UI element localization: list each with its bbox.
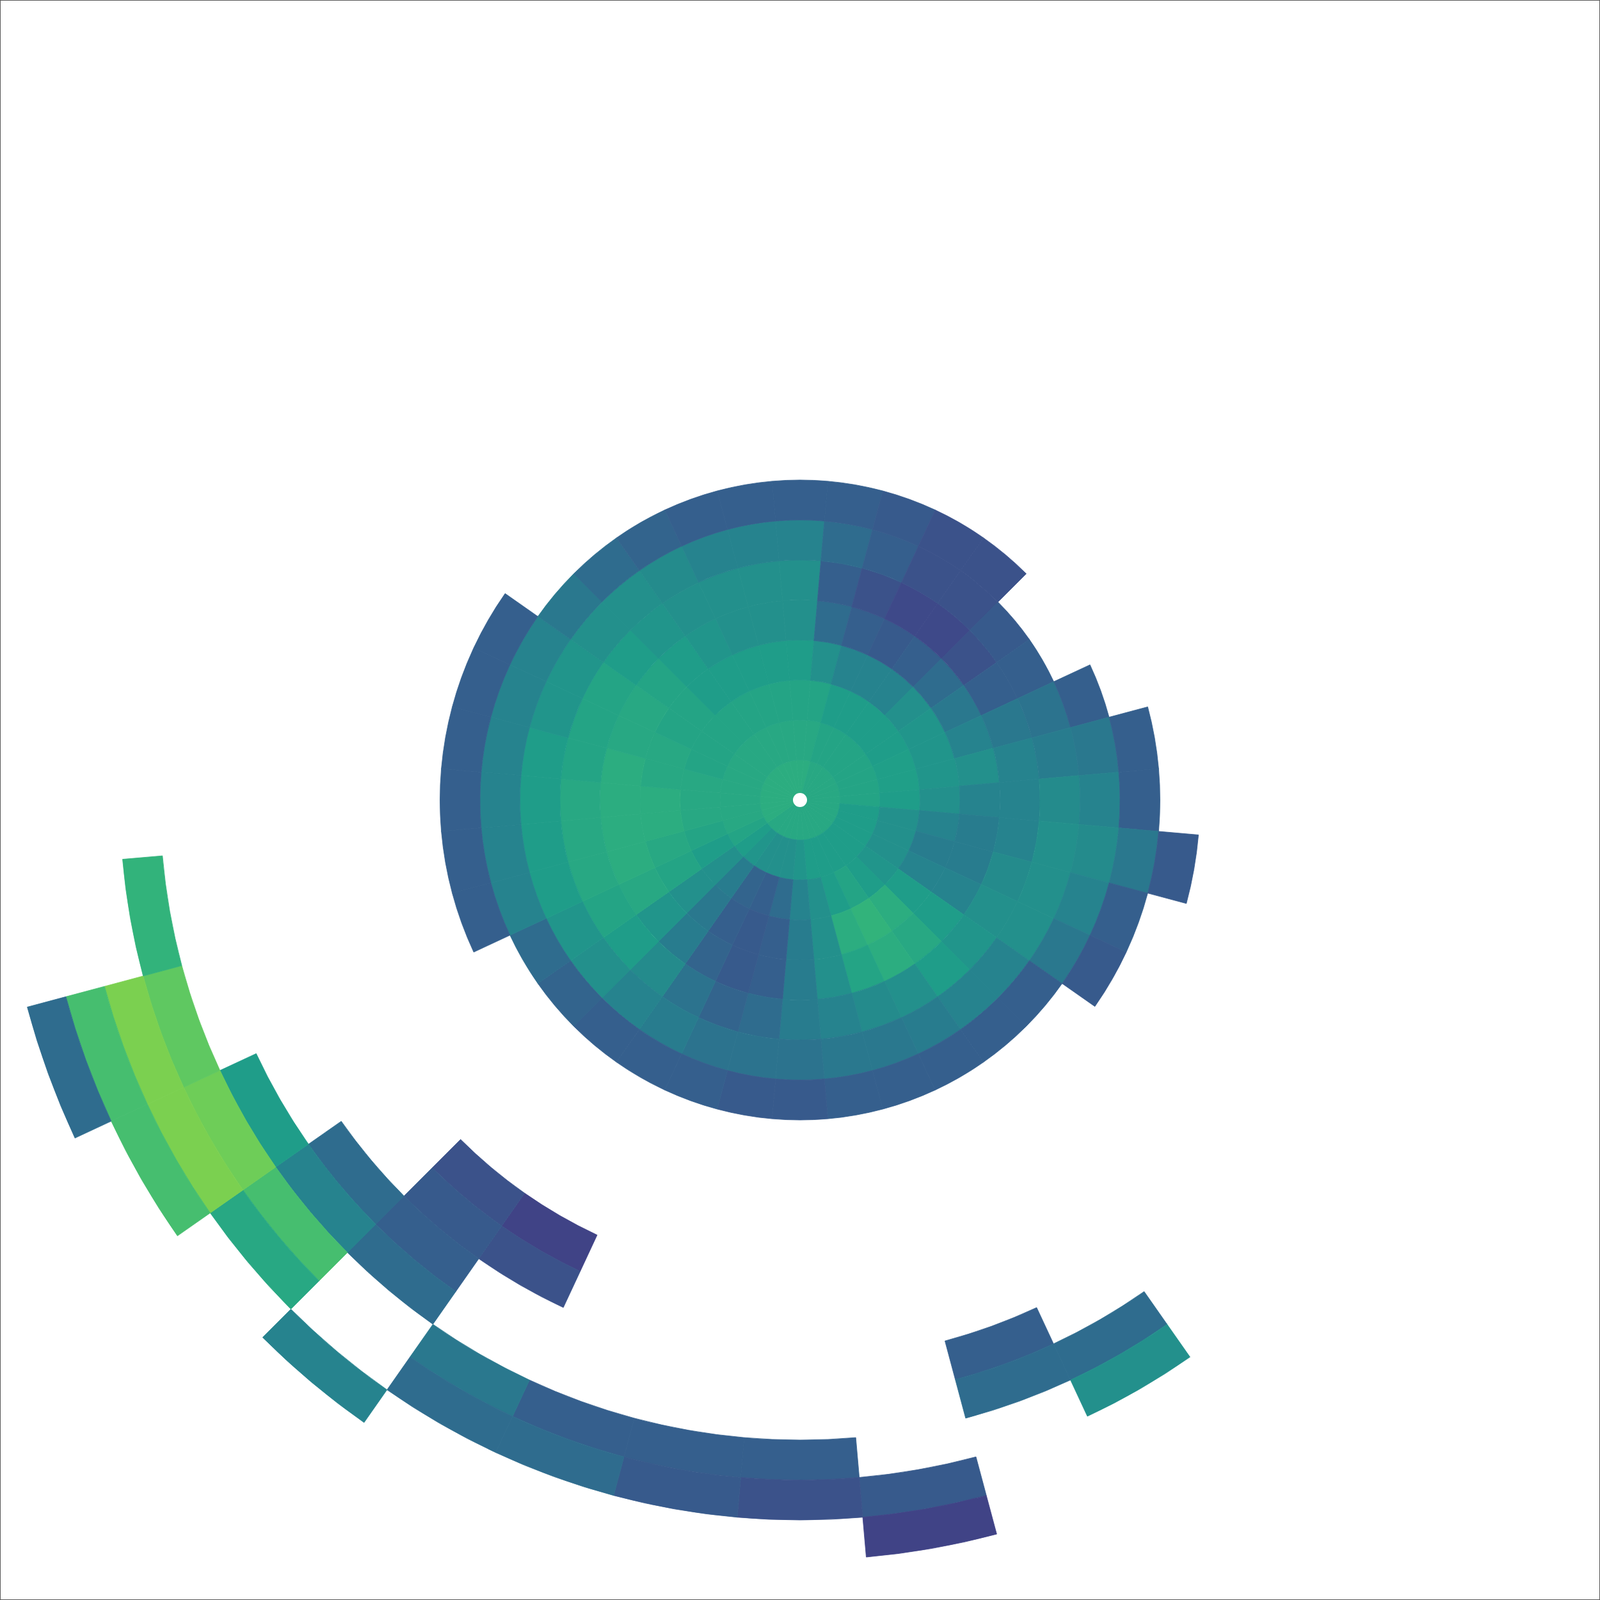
radar-cell <box>999 778 1040 821</box>
radar-cell <box>441 706 491 772</box>
radar-cell <box>959 782 1000 818</box>
radar-cell <box>122 855 183 976</box>
radar-cell <box>785 919 815 960</box>
radar-cell <box>821 1031 873 1080</box>
radar-cell <box>954 748 1000 786</box>
radar-cell <box>1054 664 1110 728</box>
radar-cell <box>758 640 790 685</box>
radar-cell <box>452 882 511 952</box>
radar-cell <box>1109 706 1159 772</box>
radar-cell <box>779 720 797 761</box>
radar-cell <box>810 915 841 960</box>
radar-cell <box>785 640 815 681</box>
radar-cell <box>814 954 852 1000</box>
cells <box>27 480 1199 1558</box>
radar-cell <box>640 810 685 841</box>
radar-cell <box>480 771 521 828</box>
radar-cell <box>600 814 646 852</box>
radar-cell <box>955 1344 1071 1419</box>
radar-cell <box>727 520 780 569</box>
radar-cell <box>473 593 538 665</box>
radar-cell <box>664 490 728 546</box>
radar-cell <box>27 996 112 1138</box>
radar-cell <box>613 1456 742 1517</box>
radar-cell <box>347 1224 456 1325</box>
radar-cell <box>1118 768 1160 832</box>
frame <box>0 0 1600 1600</box>
radar-cell <box>817 993 863 1040</box>
radar-cell <box>441 828 491 894</box>
radar-cell <box>993 737 1040 783</box>
radar-cell <box>807 877 832 920</box>
radar-cell <box>496 1416 624 1496</box>
radar-cell <box>824 1070 883 1120</box>
radar-cell <box>717 481 776 530</box>
radar-cell <box>209 1189 319 1309</box>
radar-cell <box>775 1039 825 1081</box>
radar-cell <box>600 782 641 818</box>
radar-cell <box>778 999 821 1040</box>
radar-cell <box>560 778 601 821</box>
radar-cell <box>771 1079 828 1120</box>
radar-cell <box>768 680 793 723</box>
radar-cell <box>872 1054 936 1110</box>
radar-cell <box>824 481 883 530</box>
radar-cell <box>919 785 960 815</box>
radar-cell <box>1039 775 1081 825</box>
radar-cell <box>519 775 561 825</box>
radar-cell <box>960 537 1027 602</box>
radar-cell <box>737 560 783 607</box>
radar-cell <box>771 480 828 521</box>
radar-cell <box>262 1309 387 1423</box>
radar-cell <box>520 821 569 873</box>
radar-cell <box>782 600 818 641</box>
radar-cell <box>775 519 825 561</box>
radar-cell <box>439 768 481 832</box>
radar-cell <box>680 807 723 832</box>
radar-cell <box>877 768 920 793</box>
radar-cell <box>1062 935 1127 1007</box>
radar-cell <box>1147 831 1199 904</box>
radar-cell <box>1031 727 1080 780</box>
radar-cell <box>740 1437 859 1480</box>
radar-cell <box>387 1356 513 1453</box>
radar-cell <box>915 758 960 790</box>
radar-cell <box>862 1495 997 1558</box>
radar-chart <box>0 0 1600 1600</box>
radar-cell <box>1079 771 1120 828</box>
radar-cell <box>737 1477 863 1520</box>
radar-cell <box>782 959 818 1000</box>
radar-cell <box>640 785 681 815</box>
radar-cell <box>478 1226 581 1308</box>
radar-cell <box>778 560 821 601</box>
radar-site <box>792 792 808 808</box>
radar-cell <box>111 1104 211 1236</box>
radar-cell <box>717 1070 776 1120</box>
radar-cell <box>560 817 607 863</box>
radar-cell <box>748 600 786 646</box>
radar-cell <box>1070 1324 1191 1417</box>
